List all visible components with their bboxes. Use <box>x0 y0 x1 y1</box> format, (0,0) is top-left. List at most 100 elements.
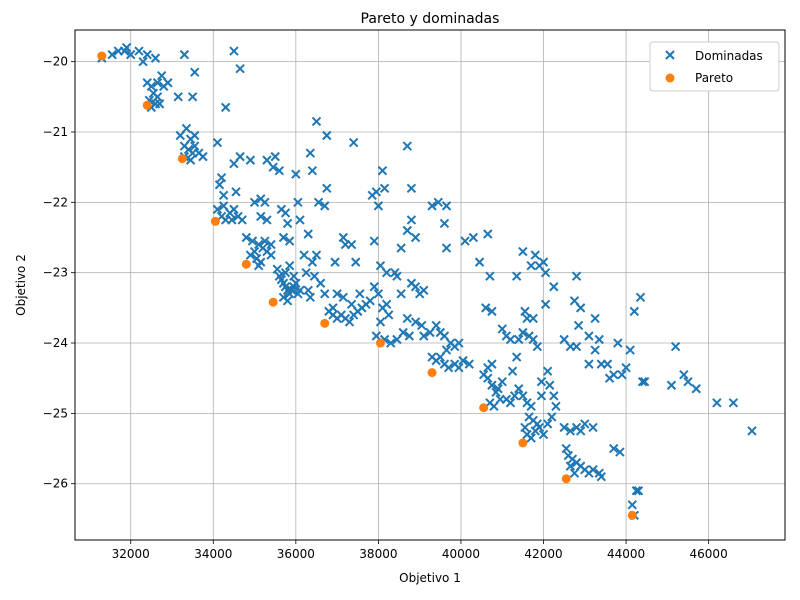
point-dominadas <box>590 313 600 324</box>
point-stroke <box>571 271 582 281</box>
point-dominadas <box>375 317 386 327</box>
point-dominadas <box>322 183 332 193</box>
point-stroke <box>559 422 569 433</box>
point-stroke <box>590 313 600 324</box>
point-stroke <box>338 232 349 243</box>
point-stroke <box>152 92 163 102</box>
point-stroke <box>460 236 470 246</box>
point-stroke <box>322 183 332 193</box>
point-dominadas <box>212 204 223 215</box>
point-stroke <box>458 355 468 366</box>
point-dominadas <box>402 225 413 236</box>
point-dominadas <box>303 285 313 295</box>
point-stroke <box>282 296 293 306</box>
point-dominadas <box>518 246 528 257</box>
point-dominadas <box>214 180 225 190</box>
point-stroke <box>256 211 266 222</box>
point-dominadas <box>212 137 223 148</box>
point-dominadas <box>260 236 270 246</box>
point-dominadas <box>542 419 553 429</box>
point-dominadas <box>431 320 441 331</box>
point-dominadas <box>575 426 586 436</box>
point-dominadas <box>536 391 547 401</box>
point-stroke <box>396 243 406 253</box>
point-dominadas <box>138 56 148 67</box>
point-stroke <box>536 391 547 401</box>
point-dominadas <box>483 373 493 383</box>
point-stroke <box>134 46 144 56</box>
point-dominadas <box>150 53 161 63</box>
point-stroke <box>538 257 549 267</box>
point-dominadas <box>305 148 315 158</box>
point-stroke <box>584 359 594 369</box>
x-tick-label: 44000 <box>607 547 645 561</box>
point-dominadas <box>266 250 276 260</box>
point-pareto <box>142 100 152 110</box>
point-stroke <box>235 151 245 162</box>
point-stroke <box>594 334 604 345</box>
point-dominadas <box>173 92 183 102</box>
point-stroke <box>427 201 437 211</box>
point-stroke <box>320 289 330 299</box>
point-dominadas <box>670 341 681 352</box>
point-dominadas <box>198 151 208 162</box>
y-tick-label: −23 <box>43 266 68 280</box>
point-dominadas <box>481 303 491 313</box>
point-stroke <box>569 468 580 478</box>
point-stroke <box>138 56 148 67</box>
point-stroke <box>487 359 497 369</box>
point-stroke <box>514 384 524 394</box>
point-pareto <box>320 318 330 328</box>
point-stroke <box>588 422 598 433</box>
point-dominadas <box>441 243 452 253</box>
point-stroke <box>526 401 536 412</box>
point-stroke <box>594 468 604 478</box>
point-stroke <box>373 289 384 299</box>
point-stroke <box>377 165 388 176</box>
point-stroke <box>528 313 538 324</box>
point-dominadas <box>190 141 200 151</box>
point-dominadas <box>320 201 330 211</box>
point-stroke <box>608 369 619 380</box>
y-tick-label: −24 <box>43 336 68 350</box>
point-dominadas <box>154 99 165 109</box>
point-stroke <box>528 334 538 345</box>
point-stroke <box>439 218 450 229</box>
point-dominadas <box>441 345 452 355</box>
grid-lines <box>75 30 785 540</box>
point-stroke <box>402 225 413 236</box>
point-stroke <box>266 239 276 250</box>
point-dominadas <box>146 81 157 91</box>
point-dominadas <box>594 334 604 345</box>
point-dominadas <box>379 183 390 193</box>
point-dominadas <box>511 271 522 281</box>
point-stroke <box>311 250 322 260</box>
point-stroke <box>487 380 497 390</box>
point-dominadas <box>266 239 276 250</box>
point-dominadas <box>538 429 549 440</box>
point-dominadas <box>631 486 642 496</box>
point-stroke <box>483 373 493 383</box>
y-tick-label: −25 <box>43 406 68 420</box>
point-dominadas <box>596 471 607 482</box>
point-stroke <box>538 429 549 440</box>
point-stroke <box>181 123 192 134</box>
point-dominadas <box>489 401 499 412</box>
point-stroke <box>384 310 394 320</box>
point-stroke <box>229 46 239 56</box>
point-dominadas <box>299 250 309 260</box>
point-dominadas <box>497 324 507 334</box>
point-stroke <box>633 486 644 496</box>
point-dominadas <box>227 215 237 225</box>
point-stroke <box>278 278 289 288</box>
point-stroke <box>152 78 163 88</box>
point-stroke <box>253 260 264 271</box>
point-dominadas <box>270 151 280 162</box>
point-dominadas <box>365 296 375 306</box>
point-dominadas <box>262 215 272 225</box>
point-dominadas <box>305 292 315 303</box>
point-stroke <box>344 317 355 327</box>
point-dominadas <box>565 426 576 436</box>
point-dominadas <box>231 187 241 197</box>
point-stroke <box>146 102 157 113</box>
